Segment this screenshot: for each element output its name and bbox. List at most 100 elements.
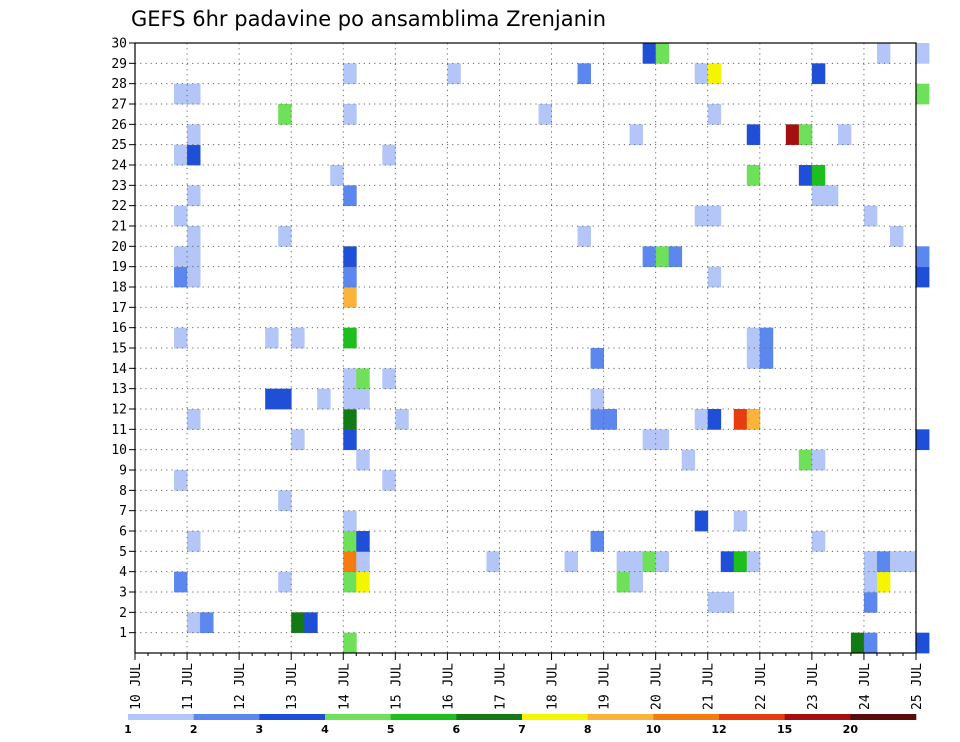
data-cell [590,388,604,410]
data-cell [330,165,344,186]
data-cell [356,551,370,573]
data-cell [382,470,396,491]
colorbar-swatch [325,714,391,720]
data-cell [850,632,865,654]
data-cell [694,63,709,85]
data-cell [187,409,201,430]
data-cell [174,266,188,288]
y-tick-label: 26 [111,118,127,133]
colorbar-label: 1 [124,723,132,736]
data-cell [889,551,904,573]
data-cell [707,409,722,430]
data-cell [916,632,930,654]
data-cell [681,449,696,471]
colorbar-swatch [390,714,457,720]
chart-title: GEFS 6hr padavine po ansamblima Zrenjani… [131,7,606,31]
data-cell [291,327,305,349]
colorbar-label: 20 [843,723,859,736]
data-cell [577,63,591,85]
y-tick-label: 12 [111,403,127,418]
data-cell [187,144,201,166]
data-cell [720,551,735,573]
data-cell [811,449,826,471]
data-cell [187,531,201,552]
data-cell [343,327,357,349]
data-cell [187,612,201,634]
colorbar-swatch [456,714,523,720]
data-cell [343,266,357,288]
data-cell [902,551,917,573]
data-cell [187,124,201,146]
data-cell [785,124,800,146]
y-tick-label: 4 [119,565,127,580]
data-cell [863,571,878,593]
data-cell [629,124,644,146]
data-cell [668,246,683,268]
data-cell [811,185,826,207]
data-cell [590,348,604,369]
y-tick-label: 15 [111,342,127,357]
colorbar-label: 2 [190,723,198,736]
data-cell [759,348,774,369]
data-cell [642,429,657,451]
colorbar-label: 8 [584,723,592,736]
data-cell [382,368,396,390]
data-cell [187,226,201,247]
y-axis: 1234567891011121314151617181920212223242… [111,37,135,641]
data-cell [356,388,370,410]
x-tick-label: 18 JUL [546,663,561,710]
data-cell [642,43,657,64]
data-cell [746,124,761,146]
y-tick-label: 13 [111,382,127,397]
data-cell [863,632,878,654]
data-cell [291,612,305,634]
data-cell [655,246,670,268]
x-tick-label: 20 JUL [650,663,665,710]
data-cell [863,205,878,227]
data-cell [265,327,279,349]
x-tick-label: 21 JUL [702,663,717,710]
data-cell [278,226,292,247]
data-cell [746,409,761,430]
colorbar-label: 3 [256,723,264,736]
data-cell [187,246,201,268]
grid-lines [135,43,916,653]
colorbar-label: 12 [711,723,726,736]
data-cell [590,531,604,552]
colorbar-label: 6 [453,723,461,736]
data-cell [343,551,357,573]
data-cell [655,551,670,573]
data-cell [187,83,201,105]
data-cell [356,571,370,593]
y-tick-label: 18 [111,281,127,296]
colorbar-label: 4 [321,723,329,736]
data-cell [317,388,331,410]
data-cell [447,63,461,85]
data-cell [642,246,657,268]
x-tick-label: 19 JUL [598,663,613,710]
data-cell [356,449,370,471]
y-tick-label: 1 [119,626,127,641]
data-cell [707,592,722,613]
data-cell [629,571,644,593]
data-cell [616,571,631,593]
data-cell [746,348,761,369]
data-cells [174,43,930,654]
x-tick-label: 25 JUL [910,663,925,710]
colorbar-label: 5 [387,723,395,736]
data-cell [343,510,357,532]
x-tick-label: 11 JUL [181,663,196,710]
data-cell [577,226,591,247]
data-cell [187,185,201,207]
y-tick-label: 16 [111,321,127,336]
y-tick-label: 23 [111,179,127,194]
data-cell [798,165,813,186]
data-cell [304,612,318,634]
data-cell [642,551,657,573]
y-tick-label: 11 [111,423,127,438]
data-cell [174,83,188,105]
colorbar-label: 7 [518,723,526,736]
data-cell [746,165,761,186]
data-cell [707,266,722,288]
data-cell [486,551,500,573]
